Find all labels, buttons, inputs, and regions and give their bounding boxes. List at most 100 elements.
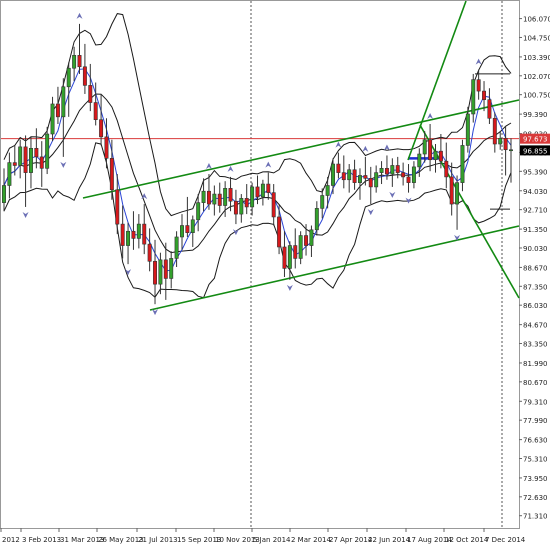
candle[interactable]: [282, 231, 287, 278]
candle[interactable]: [126, 222, 131, 265]
candle[interactable]: [401, 162, 406, 186]
candle[interactable]: [169, 251, 174, 289]
candle[interactable]: [147, 228, 152, 272]
candle[interactable]: [18, 139, 23, 179]
candle[interactable]: [93, 82, 98, 126]
candle[interactable]: [271, 184, 276, 226]
candle[interactable]: [390, 158, 395, 187]
candle[interactable]: [196, 194, 201, 232]
candle[interactable]: [417, 148, 422, 177]
candle[interactable]: [142, 204, 147, 255]
candle[interactable]: [77, 23, 82, 74]
y-tick-label: 95.390: [523, 168, 548, 176]
candle[interactable]: [131, 211, 136, 250]
candle[interactable]: [492, 112, 497, 153]
candle[interactable]: [120, 205, 125, 259]
candle[interactable]: [487, 88, 492, 124]
candle[interactable]: [115, 174, 120, 235]
candle[interactable]: [298, 231, 303, 265]
candle[interactable]: [347, 164, 352, 193]
candle[interactable]: [109, 139, 114, 200]
candle[interactable]: [66, 62, 71, 117]
candle[interactable]: [309, 225, 314, 257]
candle[interactable]: [23, 135, 28, 207]
candle[interactable]: [228, 176, 233, 212]
candle[interactable]: [72, 46, 77, 82]
candle[interactable]: [325, 176, 330, 209]
candle[interactable]: [395, 156, 400, 179]
candle[interactable]: [201, 178, 206, 212]
candle[interactable]: [260, 179, 265, 206]
candle[interactable]: [509, 138, 513, 183]
candle[interactable]: [460, 139, 465, 192]
candle[interactable]: [471, 73, 476, 123]
candle-body: [185, 225, 190, 233]
candle[interactable]: [503, 126, 508, 176]
candle[interactable]: [153, 239, 157, 305]
candle[interactable]: [411, 161, 416, 189]
candle[interactable]: [449, 162, 454, 216]
candle[interactable]: [12, 145, 17, 176]
candle[interactable]: [358, 168, 362, 200]
candle[interactable]: [374, 165, 379, 193]
candle[interactable]: [244, 184, 249, 215]
candle[interactable]: [217, 182, 222, 213]
candle[interactable]: [465, 106, 470, 153]
candle[interactable]: [406, 164, 411, 193]
candle[interactable]: [498, 131, 503, 150]
candle[interactable]: [331, 158, 335, 195]
candle[interactable]: [250, 182, 255, 216]
candle[interactable]: [255, 175, 260, 205]
candle[interactable]: [206, 174, 211, 210]
candle[interactable]: [336, 152, 341, 179]
candle[interactable]: [158, 252, 163, 295]
y-tick-label: 106.070: [523, 16, 550, 24]
candle[interactable]: [212, 185, 217, 216]
candle[interactable]: [174, 231, 179, 268]
candle[interactable]: [422, 131, 427, 163]
candle[interactable]: [82, 43, 87, 94]
candle[interactable]: [433, 144, 438, 173]
candle[interactable]: [277, 205, 282, 255]
candle[interactable]: [482, 81, 487, 112]
candle[interactable]: [455, 175, 460, 230]
candle[interactable]: [39, 141, 44, 187]
candle[interactable]: [55, 86, 60, 124]
candle[interactable]: [363, 156, 368, 186]
candle[interactable]: [384, 155, 389, 180]
candle[interactable]: [266, 172, 271, 200]
candle[interactable]: [379, 161, 384, 185]
candle[interactable]: [428, 123, 433, 172]
candle[interactable]: [99, 93, 104, 146]
candle[interactable]: [352, 159, 357, 190]
candle[interactable]: [239, 194, 244, 223]
candle[interactable]: [136, 214, 141, 249]
candle[interactable]: [163, 242, 168, 300]
candle[interactable]: [304, 224, 309, 256]
candle[interactable]: [180, 214, 184, 250]
candle[interactable]: [50, 96, 55, 142]
candle[interactable]: [34, 128, 39, 169]
candle-body: [422, 139, 427, 155]
candle[interactable]: [341, 155, 346, 189]
candle[interactable]: [444, 142, 449, 189]
candle[interactable]: [2, 168, 6, 212]
candle[interactable]: [28, 136, 33, 189]
candle[interactable]: [7, 152, 12, 199]
candle[interactable]: [88, 63, 93, 112]
candle[interactable]: [287, 241, 292, 280]
candle[interactable]: [185, 196, 190, 237]
candle[interactable]: [45, 126, 50, 175]
candle[interactable]: [368, 166, 373, 205]
candle[interactable]: [223, 181, 228, 217]
candle[interactable]: [61, 78, 66, 157]
candle[interactable]: [190, 215, 195, 247]
candle[interactable]: [233, 189, 238, 225]
candle[interactable]: [314, 201, 319, 236]
candle[interactable]: [476, 69, 481, 100]
candle[interactable]: [104, 118, 109, 169]
candle[interactable]: [438, 134, 443, 169]
candle[interactable]: [320, 188, 325, 219]
candle[interactable]: [293, 228, 298, 269]
